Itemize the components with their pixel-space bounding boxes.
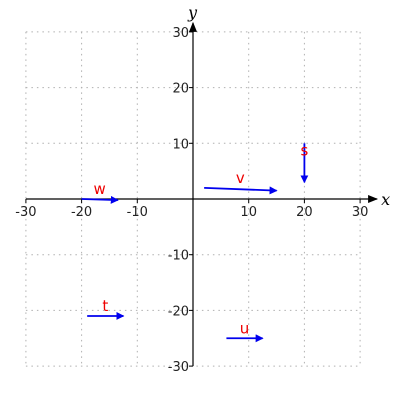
vector-label-s: s (300, 141, 308, 159)
axes: x y (25, 3, 390, 367)
tick-labels: -30 -20 -10 10 20 30 -30 -20 -10 10 20 30 (15, 26, 368, 375)
vector-label-w: w (94, 180, 106, 198)
y-tick-label: 20 (172, 82, 189, 97)
y-tick-label: -30 (168, 360, 189, 375)
vector-w (81, 195, 119, 204)
x-tick-label: 10 (240, 205, 257, 220)
y-tick-label: 10 (172, 137, 189, 152)
x-axis-label: x (381, 190, 390, 209)
x-tick-label: -30 (15, 205, 36, 220)
vector-v (204, 186, 278, 195)
x-tick-label: -20 (71, 205, 92, 220)
y-tick-label: -10 (168, 249, 189, 264)
x-tick-label: 20 (296, 205, 313, 220)
y-axis-label: y (187, 3, 198, 22)
y-tick-label: 30 (172, 26, 189, 41)
y-tick-label: -20 (168, 304, 189, 319)
grid (25, 31, 361, 367)
vector-label-t: t (102, 297, 108, 315)
vector-label-u: u (240, 319, 250, 337)
vector-label-v: v (236, 169, 245, 187)
x-tick-label: 30 (352, 205, 369, 220)
vectors: s v w t u (81, 141, 308, 343)
x-tick-label: -10 (127, 205, 148, 220)
